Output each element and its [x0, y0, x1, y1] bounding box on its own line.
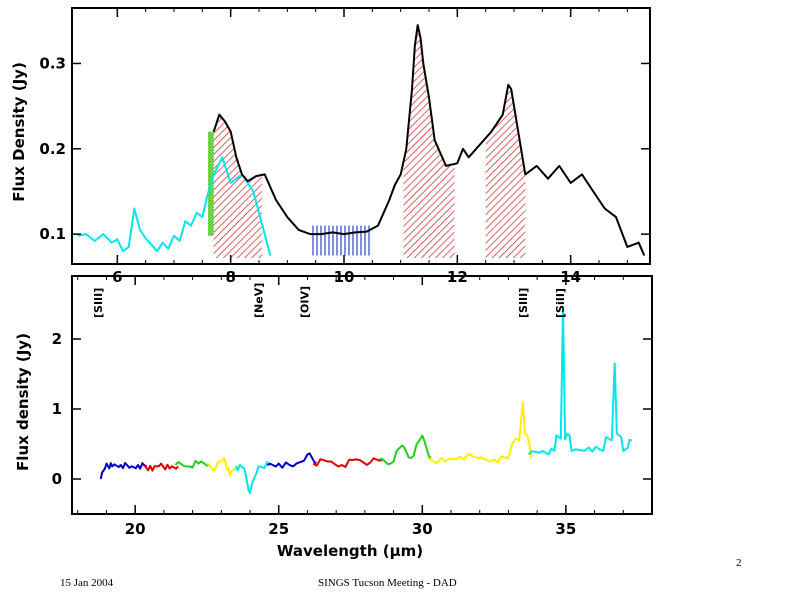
- bottom-series-10: [527, 306, 633, 456]
- bottom-x-axis-label: Wavelength (µm): [277, 542, 423, 560]
- bottom-series-4: [206, 457, 240, 477]
- top-y-axis-label: Flux Density (Jy): [10, 62, 28, 202]
- bottom-y-axis-label: Flux density (Jy): [14, 333, 32, 471]
- emission-line-label-3: [OIV]: [299, 286, 312, 318]
- footer-date: 15 Jan 2004: [60, 577, 114, 589]
- bottom-series-1: [99, 462, 148, 480]
- top-y-tick-label: 0.2: [39, 140, 66, 158]
- bottom-y-tick-label: 2: [52, 330, 62, 348]
- top-spectrum-panel: 6 8 10 12 140.10.20.3 Flux Density (Jy): [10, 7, 651, 286]
- emission-line-label-5: [SiII]: [554, 288, 567, 318]
- bottom-spectrum-panel: 20 25 30 35 0 1 2 [SIII] [NeV] [OIV] [SIII] [SiII]…: [14, 275, 653, 560]
- feature-fill-4: [403, 29, 455, 259]
- top-y-tick-label: 0.3: [39, 54, 66, 72]
- bottom-series-5: [234, 461, 271, 494]
- bottom-series-2: [143, 462, 179, 472]
- top-series-cyan: [77, 156, 272, 256]
- feature-fill-5: [485, 85, 526, 259]
- bottom-series-9: [427, 401, 533, 465]
- feature-fill-3: [310, 225, 373, 256]
- bottom-series-8: [378, 434, 432, 466]
- page-number: 2: [736, 557, 742, 569]
- bottom-y-tick-label: 0: [52, 470, 62, 488]
- bottom-x-tick-label: 30: [412, 520, 433, 538]
- top-plot-frame: [71, 7, 651, 265]
- emission-line-label-4: [SIII]: [517, 288, 530, 318]
- bottom-x-tick-label: 25: [268, 520, 289, 538]
- top-series-black: [212, 24, 646, 256]
- top-y-tick-label: 0.1: [39, 225, 66, 243]
- bottom-series-6: [266, 452, 317, 469]
- emission-line-label-2: [NeV]: [253, 283, 266, 318]
- bottom-x-tick-label: 20: [125, 520, 146, 538]
- feature-fill-2: [213, 115, 262, 259]
- bottom-y-tick-label: 1: [52, 400, 62, 418]
- emission-line-label-1: [SIII]: [92, 288, 105, 318]
- bottom-series-7: [312, 457, 383, 468]
- bottom-series-3: [174, 459, 210, 469]
- footer-meeting-title: SINGS Tucson Meeting - DAD: [318, 577, 457, 589]
- bottom-plot-frame: [71, 275, 653, 515]
- bottom-x-tick-label: 35: [555, 520, 576, 538]
